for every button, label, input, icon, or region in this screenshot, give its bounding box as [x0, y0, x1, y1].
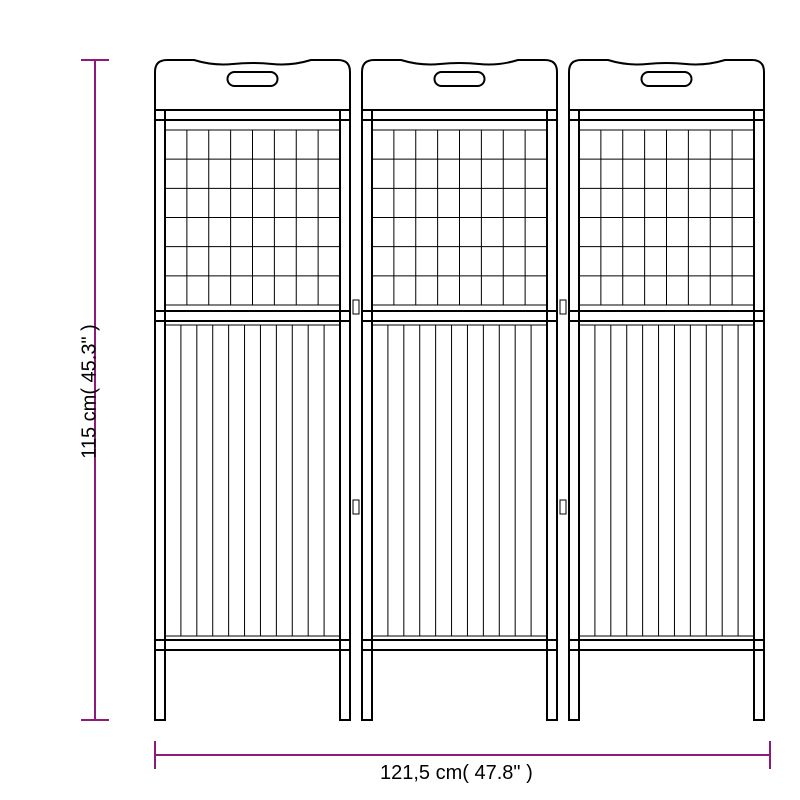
dimension-diagram	[0, 0, 800, 800]
height-dimension-label: 115 cm( 45.3" )	[79, 312, 102, 472]
width-dimension-label: 121,5 cm( 47.8" )	[380, 762, 533, 785]
